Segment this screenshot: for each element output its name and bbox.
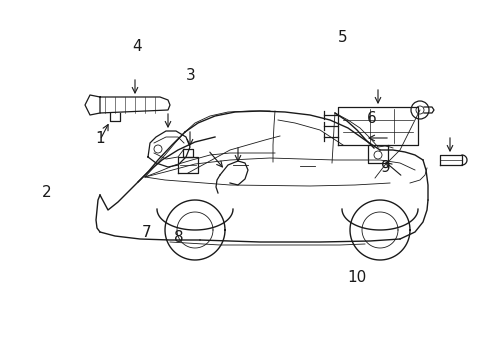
Text: 7: 7 (142, 225, 151, 240)
Text: 4: 4 (132, 39, 142, 54)
Text: 6: 6 (366, 111, 376, 126)
Text: 8: 8 (173, 230, 183, 245)
Text: 3: 3 (185, 68, 195, 83)
Text: 2: 2 (41, 185, 51, 200)
Text: 5: 5 (337, 30, 346, 45)
Text: 9: 9 (381, 160, 390, 175)
Text: 10: 10 (346, 270, 366, 285)
Text: 1: 1 (95, 131, 105, 146)
